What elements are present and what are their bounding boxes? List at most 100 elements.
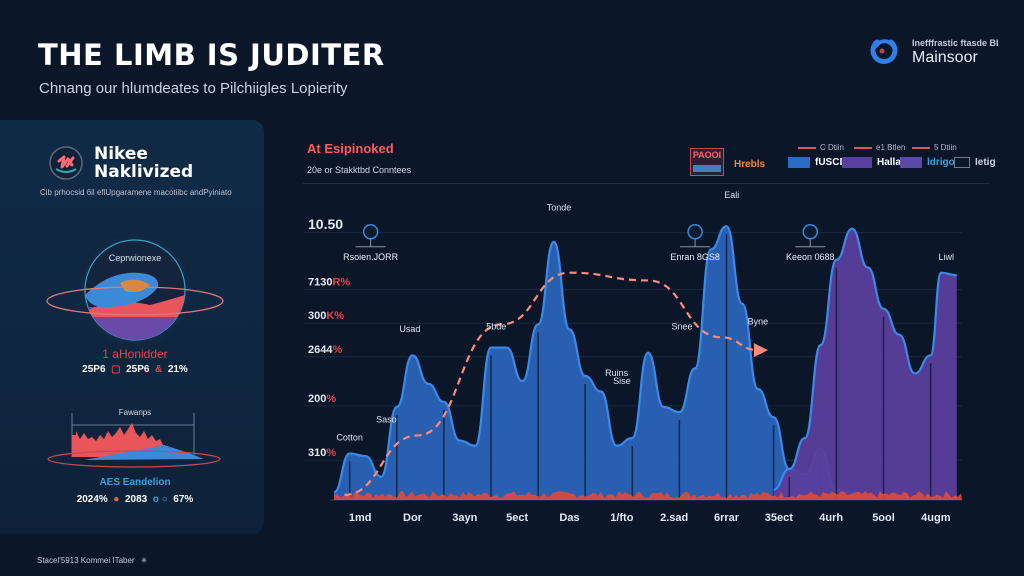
legend-line-label: e1 Btlen (876, 143, 906, 152)
legend-badge-bar (693, 165, 721, 172)
profile-name-line2: Naklivized (94, 162, 194, 182)
legend-swatch (788, 157, 810, 168)
mini-chart-label: Fawanps (118, 408, 152, 417)
x-tick-label: 35ect (765, 512, 793, 524)
x-tick-label: 5ect (506, 512, 528, 524)
peak-label: Cotton (336, 433, 363, 443)
stat2-value-3: 67% (173, 494, 194, 505)
legend-item-3[interactable]: ldrigo (900, 157, 955, 168)
brand-name: Mainsoor (912, 48, 978, 66)
profile-name-line1: Nikee (94, 144, 148, 164)
legend-item-2[interactable]: Hallacu (842, 157, 913, 168)
profile-logo-icon (49, 146, 83, 180)
y-tick-label: 10.50 (308, 216, 343, 232)
side-panel-header: Nikee Naklivized (48, 145, 193, 181)
legend-item-label: ldrigo (927, 157, 955, 168)
series-area-hallacu (773, 228, 957, 500)
series-line-hallacu (773, 227, 957, 491)
peak-label: 5bde (486, 322, 506, 332)
legend-line-item-2[interactable]: e1 Btlen (854, 143, 905, 152)
y-tick-unit: % (326, 447, 336, 459)
series-noise-baseline (334, 491, 962, 500)
legend-main-label: Hrebls (734, 159, 766, 170)
legend-line-label: C Dtiin (820, 143, 845, 152)
chart-legend: PAOOI Hrebls C Dtiin e1 Btlen 5 Dtiin fU… (690, 143, 996, 183)
stat2-circle-icon: o ○ (150, 494, 171, 505)
brand[interactable]: Inefffrastic ftasde BI Mainsoor (868, 36, 999, 68)
legend-item-label: Ietig (975, 157, 996, 168)
legend-line-swatch (854, 146, 872, 149)
y-tick-unit: R% (332, 277, 350, 289)
stat2-title: AES Eandelion (99, 477, 171, 488)
legend-item-1[interactable]: fUSCD (788, 157, 847, 168)
callout-label: Keeon 0688 (786, 252, 835, 262)
stat2-values: 2024% ● 2083 o ○ 67% (40, 494, 230, 505)
peak-label: Saso (376, 415, 397, 425)
profile-description: Cib prhocsid 6il eflUpgaramene macotiibc… (40, 188, 232, 197)
stat1-title: 1 aHonidder (102, 347, 168, 361)
x-tick-label: Dor (403, 512, 423, 524)
chart-title: At Esipinoked (307, 141, 394, 156)
y-tick-unit: % (326, 393, 336, 405)
callout-pin-icon (802, 224, 818, 240)
callout-pin-icon (362, 224, 379, 240)
legend-swatch (954, 157, 970, 168)
legend-divider (303, 183, 989, 184)
x-tick-label: 4ugm (921, 512, 951, 524)
stat1-value-1: 25P6 (82, 364, 106, 375)
peak-label: Usad (399, 324, 420, 334)
chart-subtitle: 20e or Stakktbd Conntees (307, 165, 412, 175)
peak-label: Tonde (547, 203, 572, 213)
stat2-value-2: 2083 (125, 494, 148, 505)
x-tick-label: 6rrar (714, 512, 740, 524)
stat1-value-2: 25P6 (126, 364, 150, 375)
x-tick-label: 4urh (819, 512, 843, 524)
main-area-chart: 10.50 7130R% 300K% 2644% 200% 310%Cotton Saso U… (304, 190, 962, 524)
planet-illustration (46, 232, 224, 348)
x-tick-label: 1md (349, 512, 372, 524)
planet-band-red (85, 293, 185, 317)
brand-tagline: Inefffrastic ftasde BI (912, 37, 999, 48)
legend-line-item-1[interactable]: C Dtiin (798, 143, 844, 152)
peak-label: Ruins (605, 368, 629, 378)
page-title: THE LIMB IS JUDITER (38, 38, 385, 72)
y-tick-label: 7130R% (308, 277, 350, 289)
y-tick-label: 2644% (308, 344, 342, 356)
trend-arrowhead-icon (753, 343, 768, 358)
series-line-fuscd (333, 225, 868, 496)
stat1-values: 25P6 ▢ 25P6 & 21% (40, 364, 230, 375)
y-tick-unit: % (332, 344, 342, 356)
x-tick-label: 1/fto (610, 512, 634, 524)
peak-label: Sise (613, 376, 631, 386)
legend-swatch (842, 157, 872, 168)
legend-swatch (900, 157, 922, 168)
footer-ear-icon: ✳ (140, 556, 148, 565)
y-tick-unit: K% (326, 310, 344, 322)
trend-arrow-line (344, 271, 758, 496)
y-tick-label: 200% (308, 393, 336, 405)
legend-badge-text: PAOOI (692, 150, 722, 160)
legend-item-4[interactable]: Ietig (954, 157, 996, 168)
stat2-dot-icon: ● (110, 494, 123, 505)
legend-line-item-3[interactable]: 5 Dtiin (912, 143, 957, 152)
x-tick-label: 5ool (872, 512, 895, 524)
peak-label: Eali (724, 190, 739, 200)
planet-swirl (120, 279, 150, 293)
legend-item-label: fUSCD (815, 157, 847, 168)
x-tick-label: 2.sad (660, 512, 688, 524)
peak-label: Liwl (939, 252, 955, 262)
series-area-fuscd (334, 226, 868, 500)
peak-label: Snee (672, 322, 693, 332)
stat1-ampersand-icon: & (152, 364, 166, 375)
mini-chart-blue-area (84, 445, 204, 460)
legend-line-swatch (912, 146, 930, 149)
footer-text: Stacel'5913 Kommei ITaber (37, 556, 135, 565)
planet-ring (46, 286, 224, 316)
x-tick-label: 3ayn (452, 512, 477, 524)
mini-skyline-chart (47, 413, 221, 468)
brand-logo-icon (870, 39, 898, 64)
legend-line-swatch (798, 146, 816, 149)
y-tick-label: 310% (308, 447, 336, 459)
x-tick-label: Das (559, 512, 579, 524)
legend-item-label: Hallacu (877, 157, 913, 168)
